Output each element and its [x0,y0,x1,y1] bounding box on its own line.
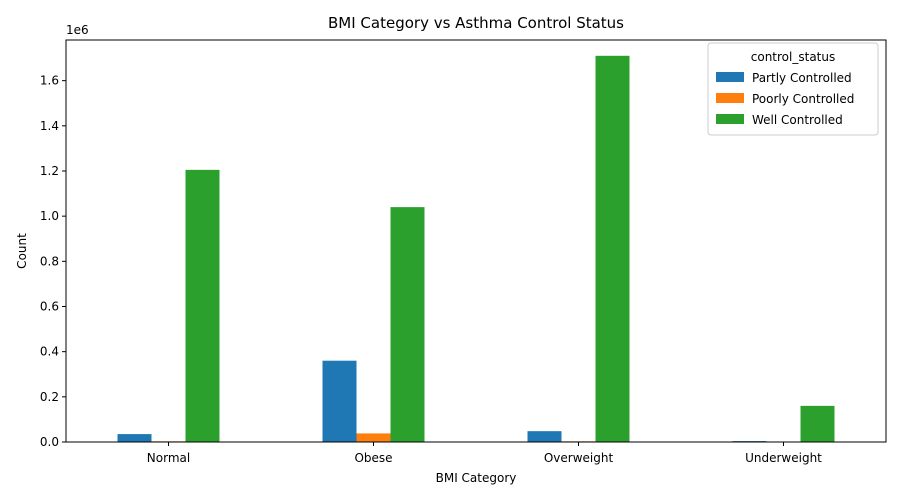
y-tick-label: 0.6 [40,299,59,313]
y-tick-label: 1.2 [40,164,59,178]
bar-well-controlled-overweight [595,55,630,442]
bar-well-controlled-obese [390,207,425,442]
y-axis-label: Count [15,233,29,269]
y-tick-label: 0.0 [40,435,59,449]
legend-item-label: Well Controlled [752,113,843,127]
bar-partly-controlled-normal [117,434,152,442]
y-tick-label: 1.0 [40,209,59,223]
chart-title: BMI Category vs Asthma Control Status [328,14,624,32]
legend-swatch [716,114,744,124]
y-scale-label: 1e6 [66,23,89,37]
plot-area: Normal Obese Overweight Underweight 0.0 0.2 0.… [40,39,887,465]
legend-swatch [716,93,744,103]
legend-item-label: Partly Controlled [752,71,852,85]
bar-partly-controlled-overweight [527,431,562,442]
y-tick-label: 1.6 [40,74,59,88]
y-tick-label: 0.8 [40,254,59,268]
y-tick-label: 0.4 [40,345,59,359]
x-tick-label: Overweight [544,451,614,465]
y-tick-label: 0.2 [40,390,59,404]
x-axis-label: BMI Category [436,471,517,485]
x-tick-label: Obese [354,451,392,465]
y-tick-label: 1.4 [40,119,59,133]
legend-box [707,42,879,136]
bar-well-controlled-normal [185,169,220,442]
legend-title: control_status [751,50,835,64]
legend-swatch [716,72,744,82]
legend: control_status Partly Controlled Poorly Co… [707,42,879,136]
legend-item-label: Poorly Controlled [752,92,854,106]
bar-partly-controlled-obese [322,360,357,442]
x-tick-label: Normal [147,451,190,465]
plot-frame [65,39,887,443]
x-tick-label: Underweight [745,451,822,465]
bar-poorly-controlled-obese [356,433,391,442]
bar-well-controlled-underweight [800,405,835,442]
